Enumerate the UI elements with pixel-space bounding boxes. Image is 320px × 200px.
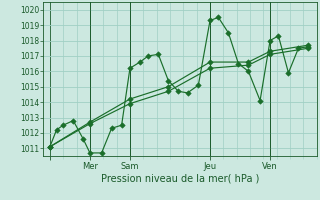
X-axis label: Pression niveau de la mer( hPa ): Pression niveau de la mer( hPa ) [101,173,259,183]
